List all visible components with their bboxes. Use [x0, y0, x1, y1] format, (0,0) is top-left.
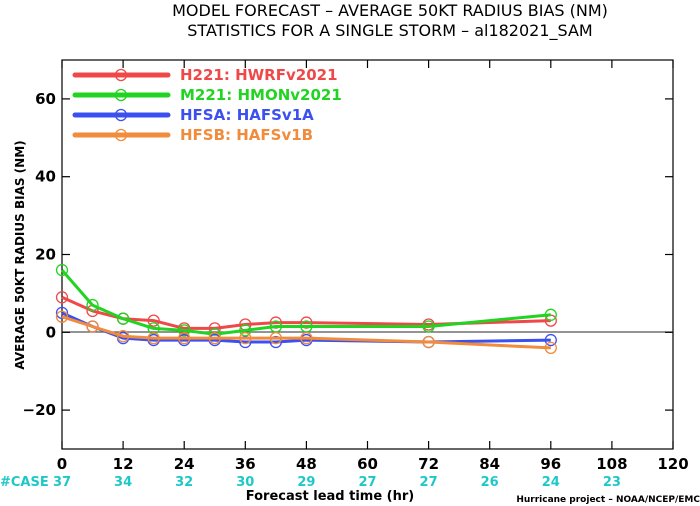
legend-swatch-marker [114, 128, 128, 142]
legend-swatch-marker [114, 108, 128, 122]
x-axis-label: Forecast lead time (hr) [246, 489, 414, 504]
credit-text: Hurricane project – NOAA/NCEP/EMC [516, 495, 700, 505]
x-tick-label: 72 [418, 455, 439, 473]
x-tick-label: 36 [235, 455, 256, 473]
chart-title-line1: MODEL FORECAST – AVERAGE 50KT RADIUS BIA… [172, 1, 608, 20]
legend-item: H221: HWRFv2021 [72, 66, 338, 84]
y-tick-label: 20 [35, 246, 56, 264]
data-point [300, 331, 313, 345]
data-point [178, 324, 191, 337]
case-count: 27 [358, 475, 376, 490]
legend-item: HFSB: HAFSv1B [72, 126, 313, 144]
case-count: 24 [542, 475, 560, 490]
series-line [60, 269, 551, 336]
x-tick-label: 84 [479, 455, 500, 473]
series-4 [55, 310, 557, 355]
case-count: 26 [481, 475, 499, 490]
data-point [422, 335, 435, 349]
case-count: 27 [420, 475, 438, 490]
case-label: #CASE [0, 475, 49, 490]
y-axis: −20 0 20 40 60 [23, 90, 673, 419]
legend-label: M221: HMONv2021 [180, 86, 342, 104]
data-point [239, 335, 252, 349]
legend-label: H221: HWRFv2021 [180, 66, 338, 84]
data-point [300, 320, 313, 333]
x-tick-label: 24 [174, 455, 195, 473]
data-point [269, 316, 283, 329]
case-count-row: #CASE 37 34 32 30 29 27 27 26 24 23 [0, 475, 621, 490]
x-tick-label: 0 [57, 455, 67, 473]
legend-swatch-marker [114, 68, 128, 82]
case-count: 32 [175, 475, 193, 490]
y-tick-label: 0 [46, 323, 56, 341]
legend-swatch-marker [114, 88, 128, 102]
data-point [269, 331, 283, 345]
data-point [178, 331, 191, 345]
data-point [55, 263, 69, 277]
series-line [61, 315, 551, 350]
data-point [86, 298, 99, 312]
case-count: 30 [236, 475, 254, 490]
data-point [239, 331, 252, 345]
data-point [269, 320, 283, 333]
data-point [116, 312, 130, 325]
data-point [269, 335, 283, 349]
y-tick-label: 40 [35, 168, 56, 186]
case-count: 23 [603, 475, 621, 490]
legend-item: M221: HMONv2021 [72, 86, 342, 104]
y-tick-label: 60 [35, 90, 56, 108]
data-point [147, 331, 160, 345]
chart-title-line2: STATISTICS FOR A SINGLE STORM – al182021… [187, 21, 592, 41]
data-point [116, 330, 130, 343]
data-point [86, 320, 99, 333]
x-tick-label: 12 [113, 455, 134, 473]
y-tick-label: −20 [23, 401, 56, 419]
legend-item: HFSA: HAFSv1A [72, 106, 314, 124]
legend-label: HFSB: HAFSv1B [180, 126, 313, 144]
x-axis: 0 12 24 36 48 60 72 84 96 108 120 [57, 60, 689, 473]
data-point [239, 324, 252, 337]
data-point [55, 306, 69, 320]
data-point [300, 316, 313, 329]
x-tick-label: 48 [296, 455, 317, 473]
case-count: 29 [297, 475, 315, 490]
case-count: 34 [114, 475, 132, 490]
y-axis-label: AVERAGE 50KT RADIUS BIAS (NM) [13, 140, 27, 369]
x-tick-label: 108 [596, 455, 627, 473]
x-tick-label: 120 [657, 455, 688, 473]
data-point [544, 341, 557, 355]
data-point [208, 331, 221, 345]
legend-label: HFSA: HAFSv1A [180, 106, 314, 124]
data-point [55, 310, 69, 323]
data-point [55, 291, 69, 304]
case-count: 37 [53, 475, 71, 490]
x-tick-label: 60 [357, 455, 378, 473]
legend: H221: HWRFv2021 M221: HMONv2021 HFSA: HAFS… [72, 66, 342, 144]
series-layer [55, 263, 557, 355]
plot-frame [61, 59, 674, 450]
data-point [147, 314, 160, 327]
data-point [147, 322, 160, 335]
x-tick-label: 96 [540, 455, 561, 473]
data-point [422, 320, 435, 333]
data-point [544, 308, 557, 321]
data-point [544, 333, 557, 347]
